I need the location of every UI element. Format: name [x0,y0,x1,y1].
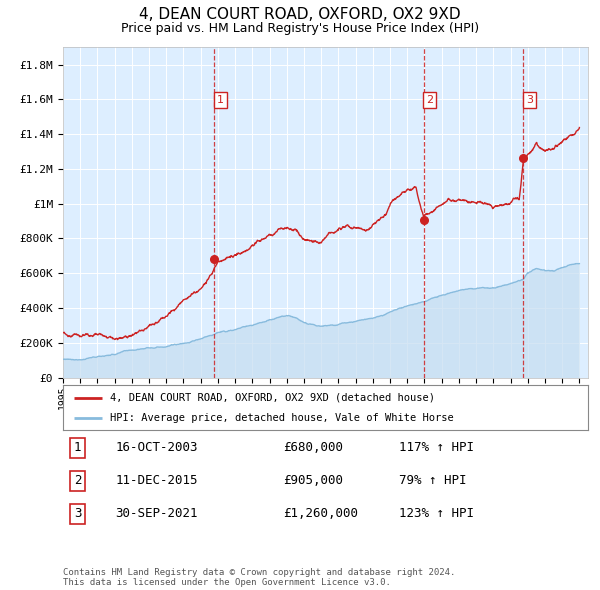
Text: 123% ↑ HPI: 123% ↑ HPI [399,507,474,520]
Text: £1,260,000: £1,260,000 [284,507,359,520]
Text: 79% ↑ HPI: 79% ↑ HPI [399,474,467,487]
Text: 3: 3 [526,95,533,105]
Text: 1: 1 [217,95,224,105]
Text: 11-DEC-2015: 11-DEC-2015 [115,474,198,487]
Text: 3: 3 [74,507,82,520]
Text: £680,000: £680,000 [284,441,343,454]
Text: Contains HM Land Registry data © Crown copyright and database right 2024.
This d: Contains HM Land Registry data © Crown c… [63,568,455,587]
Text: 2: 2 [74,474,82,487]
Text: 16-OCT-2003: 16-OCT-2003 [115,441,198,454]
Text: £905,000: £905,000 [284,474,343,487]
Text: HPI: Average price, detached house, Vale of White Horse: HPI: Average price, detached house, Vale… [110,414,454,424]
Text: 1: 1 [74,441,82,454]
Text: 30-SEP-2021: 30-SEP-2021 [115,507,198,520]
Text: 117% ↑ HPI: 117% ↑ HPI [399,441,474,454]
Text: Price paid vs. HM Land Registry's House Price Index (HPI): Price paid vs. HM Land Registry's House … [121,22,479,35]
Text: 4, DEAN COURT ROAD, OXFORD, OX2 9XD (detached house): 4, DEAN COURT ROAD, OXFORD, OX2 9XD (det… [110,393,435,402]
Text: 4, DEAN COURT ROAD, OXFORD, OX2 9XD: 4, DEAN COURT ROAD, OXFORD, OX2 9XD [139,7,461,22]
Text: 2: 2 [426,95,433,105]
